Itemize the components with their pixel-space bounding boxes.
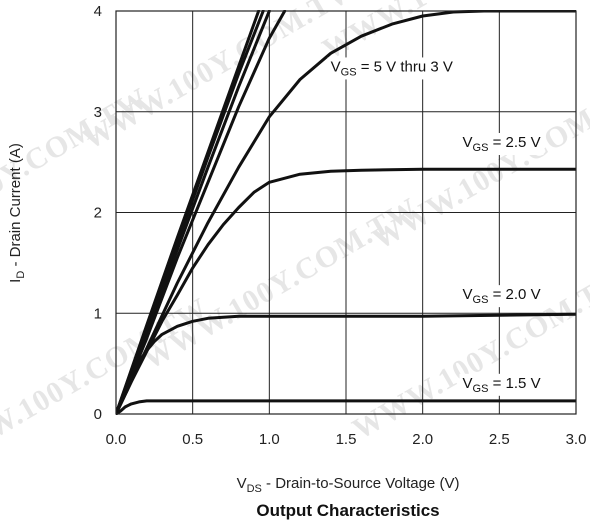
x-tick-label: 1.0 bbox=[259, 431, 280, 448]
series-annotation: VGS = 2.5 V bbox=[463, 134, 541, 154]
y-tick-label: 2 bbox=[94, 205, 102, 222]
annotation-backdrop bbox=[459, 285, 544, 308]
series-line-vgs20 bbox=[116, 312, 576, 415]
watermark-text: WWW.100Y.COM.TW bbox=[367, 71, 590, 256]
series-line-vgs25 bbox=[116, 167, 576, 415]
x-tick-labels: 0.0 0.5 1.0 1.5 2.0 2.5 3.0 bbox=[106, 431, 587, 448]
watermark-text: WWW.100Y.COM.TW bbox=[0, 0, 104, 46]
series-annotation: VGS = 5 V thru 3 V bbox=[331, 58, 453, 78]
plot-frame bbox=[115, 10, 577, 415]
watermark-text: WWW.100Y.COM.TW bbox=[317, 0, 590, 66]
annotation-backdrop bbox=[459, 373, 544, 396]
series-line-vgs4 bbox=[116, 10, 271, 415]
x-tick-label: 0.0 bbox=[106, 431, 127, 448]
y-tick-labels: 0 1 2 3 4 bbox=[94, 3, 102, 423]
y-axis-label: ID - Drain Current (A) bbox=[7, 143, 27, 283]
annotation-backdrop bbox=[327, 57, 456, 80]
watermark-text: WWW.100Y.COM.TW bbox=[0, 291, 214, 476]
x-axis-label: VDS - Drain-to-Source Voltage (V) bbox=[237, 475, 460, 495]
series-line-vgs35 bbox=[116, 10, 287, 415]
x-tick-label: 0.5 bbox=[182, 431, 203, 448]
chart-title: Output Characteristics bbox=[256, 501, 439, 520]
x-tick-label: 2.5 bbox=[489, 431, 510, 448]
y-tick-label: 3 bbox=[94, 104, 102, 121]
y-tick-label: 1 bbox=[94, 305, 102, 322]
annotation-layer: VGS = 5 V thru 3 V VGS = 2.5 V VGS = 2.0 V… bbox=[327, 57, 544, 396]
x-tick-label: 3.0 bbox=[566, 431, 587, 448]
series-annotation: VGS = 1.5 V bbox=[463, 375, 541, 395]
y-tick-label: 0 bbox=[94, 406, 102, 423]
y-tick-label: 4 bbox=[94, 3, 102, 20]
series-annotation: VGS = 2.0 V bbox=[463, 286, 541, 306]
annotation-backdrop bbox=[459, 133, 544, 156]
x-tick-label: 2.0 bbox=[412, 431, 433, 448]
x-tick-label: 1.5 bbox=[336, 431, 357, 448]
series-line-vgs15 bbox=[116, 399, 576, 415]
watermark-layer: WWW.100Y.COM.TWWWW.100Y.COM.TWWWW.100Y.C… bbox=[0, 0, 590, 476]
